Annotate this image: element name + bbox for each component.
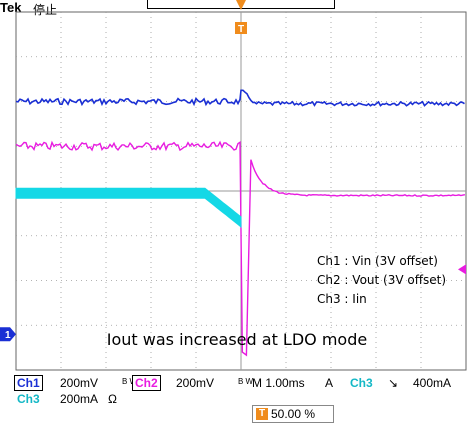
screen-markers: T1	[0, 0, 466, 342]
legend-line-ch1: Ch1 : Vin (3V offset)	[317, 254, 438, 268]
trigger-position-value: 50.00 %	[271, 407, 316, 421]
legend-line-ch2: Ch2 : Vout (3V offset)	[317, 273, 447, 287]
trigger-position-marker	[235, 22, 247, 34]
ch1-scale: 200mV	[60, 376, 99, 390]
ch3-scale: 200mA	[60, 392, 99, 406]
trigger-position-icon: T	[256, 408, 268, 420]
legend-line-ch3: Ch3 : Iin	[317, 292, 367, 306]
ch1-ground-marker	[0, 327, 16, 342]
tek-logo: Tek	[0, 0, 22, 15]
trigger-marker-label: T	[238, 24, 244, 35]
ch2-bw-limit-icon: B W	[238, 377, 254, 386]
ch1-trace	[15, 89, 465, 107]
ch1-label[interactable]: Ch1	[14, 375, 43, 391]
trigger-level-arrow	[458, 264, 466, 275]
trigger-top-arrow	[236, 0, 246, 10]
ch3-trace	[15, 187, 242, 228]
ch3-label[interactable]: Ch3	[14, 391, 43, 407]
ch2-scale: 200mV	[176, 376, 215, 390]
waveform-traces	[15, 89, 466, 357]
trigger-source: Ch3	[350, 376, 373, 390]
trigger-position-box: T 50.00 %	[252, 405, 334, 423]
timebase-readout: M 1.00ms	[252, 376, 305, 390]
ch1-ground-label: 1	[5, 330, 11, 341]
ch1-bw-limit-icon: B W	[122, 377, 138, 386]
trigger-level: 400mA	[413, 376, 452, 390]
acquisition-status: 停止	[33, 3, 58, 17]
caption-text: Iout was increased at LDO mode	[106, 330, 368, 349]
ch2-trace	[15, 140, 466, 357]
ch2-label[interactable]: Ch2	[132, 375, 161, 391]
trigger-slope-icon: ↘	[388, 376, 399, 390]
trigger-mode: A	[325, 376, 334, 390]
ohm-icon: Ω	[108, 392, 117, 406]
